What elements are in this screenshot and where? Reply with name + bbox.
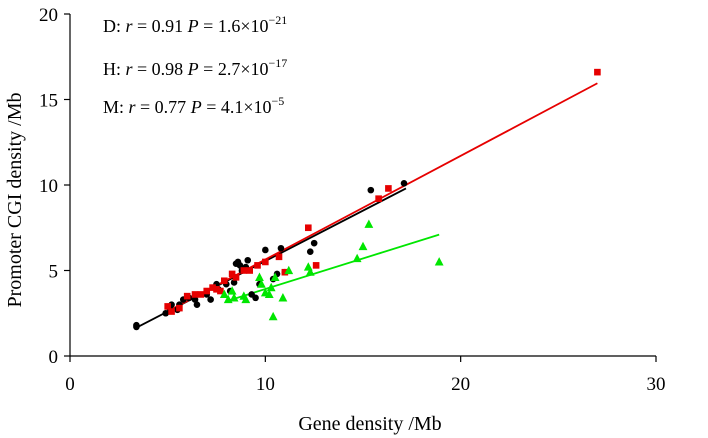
annotation-d: D: r = 0.91 P = 1.6×10−21 <box>103 13 287 36</box>
point-h <box>240 267 248 274</box>
fit-line-m <box>225 233 440 303</box>
y-tick-label: 10 <box>39 176 58 197</box>
point-h <box>164 303 171 310</box>
point-m <box>352 253 362 263</box>
point-d <box>162 309 170 317</box>
y-tick-label: 15 <box>39 91 58 112</box>
annotation-h-prefix: H: <box>103 59 126 79</box>
point-m <box>257 279 266 288</box>
annotation-m-r-value: = 0.77 <box>136 97 191 117</box>
x-tick-label: 30 <box>647 374 666 395</box>
point-m <box>241 294 251 304</box>
point-m <box>305 267 315 276</box>
point-m <box>270 272 280 281</box>
point-d <box>230 279 238 286</box>
point-m <box>268 311 278 321</box>
point-h <box>221 277 228 285</box>
point-d <box>310 239 318 247</box>
point-h <box>197 291 205 298</box>
point-m <box>358 241 368 251</box>
annotation-d-r-value: = 0.91 <box>133 16 188 36</box>
annotation-m-p-exponent: −5 <box>272 94 285 108</box>
annotation-m-prefix: M: <box>103 97 129 117</box>
point-h <box>213 286 220 293</box>
point-d <box>277 244 285 252</box>
annotation-h-r-value: = 0.98 <box>133 59 188 79</box>
point-m <box>229 293 239 302</box>
legend-annotations: D: r = 0.91 P = 1.6×10−21 H: r = 0.98 P … <box>103 13 287 117</box>
annotation-d-p-label: P <box>187 16 199 36</box>
point-h <box>385 185 392 192</box>
point-h <box>254 262 261 269</box>
point-d <box>262 246 269 254</box>
point-h <box>375 195 382 202</box>
point-m <box>303 262 313 271</box>
point-d <box>306 248 314 255</box>
point-d <box>400 179 408 187</box>
y-tick-label: 20 <box>39 5 58 26</box>
point-h <box>191 291 199 298</box>
point-m <box>255 272 264 281</box>
point-h <box>275 253 283 261</box>
point-h <box>312 262 320 269</box>
point-d <box>236 262 244 269</box>
annotation-h-p-value: = 2.7×10 <box>199 59 269 79</box>
point-m <box>364 219 374 228</box>
annotation-d-prefix: D: <box>103 16 126 36</box>
x-axis-ticks: 0 10 20 30 <box>65 356 666 395</box>
point-h <box>183 292 191 300</box>
annotation-h-p-exponent: −17 <box>268 56 287 70</box>
point-d <box>133 323 140 331</box>
point-h <box>228 270 236 278</box>
x-axis-title: Gene density /Mb <box>298 413 441 435</box>
point-h <box>246 267 254 274</box>
annotation-h: H: r = 0.98 P = 2.7×10−17 <box>103 56 287 79</box>
annotation-m-p-label: P <box>190 97 202 117</box>
point-m <box>434 257 444 266</box>
annotation-h-p-label: P <box>187 59 199 79</box>
annotation-m-p-value: = 4.1×10 <box>202 97 272 117</box>
point-d <box>193 301 201 309</box>
annotation-m-r-label: r <box>129 97 137 117</box>
annotation-d-p-exponent: −21 <box>268 13 287 27</box>
point-h <box>176 304 183 312</box>
point-d <box>191 296 199 303</box>
point-h <box>594 68 601 76</box>
point-h <box>262 258 269 266</box>
y-axis-title: Promoter CGI density /Mb <box>4 93 26 308</box>
annotation-d-p-value: = 1.6×10 <box>199 16 269 36</box>
point-d <box>207 296 214 303</box>
point-h <box>281 268 289 276</box>
y-tick-label: 5 <box>49 262 59 283</box>
x-tick-label: 10 <box>256 374 275 395</box>
point-m <box>219 289 229 299</box>
point-m <box>284 265 294 275</box>
annotation-h-r-label: r <box>126 59 134 79</box>
point-h <box>168 308 175 315</box>
point-h <box>232 274 240 281</box>
annotation-d-r-label: r <box>126 16 134 36</box>
point-h <box>209 284 216 291</box>
point-d <box>244 256 252 264</box>
x-tick-label: 20 <box>451 374 470 395</box>
data-points <box>133 68 601 331</box>
point-d <box>252 294 259 302</box>
annotation-m: M: r = 0.77 P = 4.1×10−5 <box>103 94 284 117</box>
point-h <box>203 287 211 295</box>
point-m <box>278 293 288 302</box>
point-h <box>217 287 224 295</box>
point-d <box>367 186 375 194</box>
y-axis-ticks: 0 5 10 15 20 <box>39 5 70 368</box>
x-tick-label: 0 <box>65 374 75 395</box>
point-m <box>266 282 276 292</box>
point-m <box>264 289 274 299</box>
y-tick-label: 0 <box>49 347 59 368</box>
point-m <box>227 286 237 295</box>
point-h <box>305 224 312 232</box>
